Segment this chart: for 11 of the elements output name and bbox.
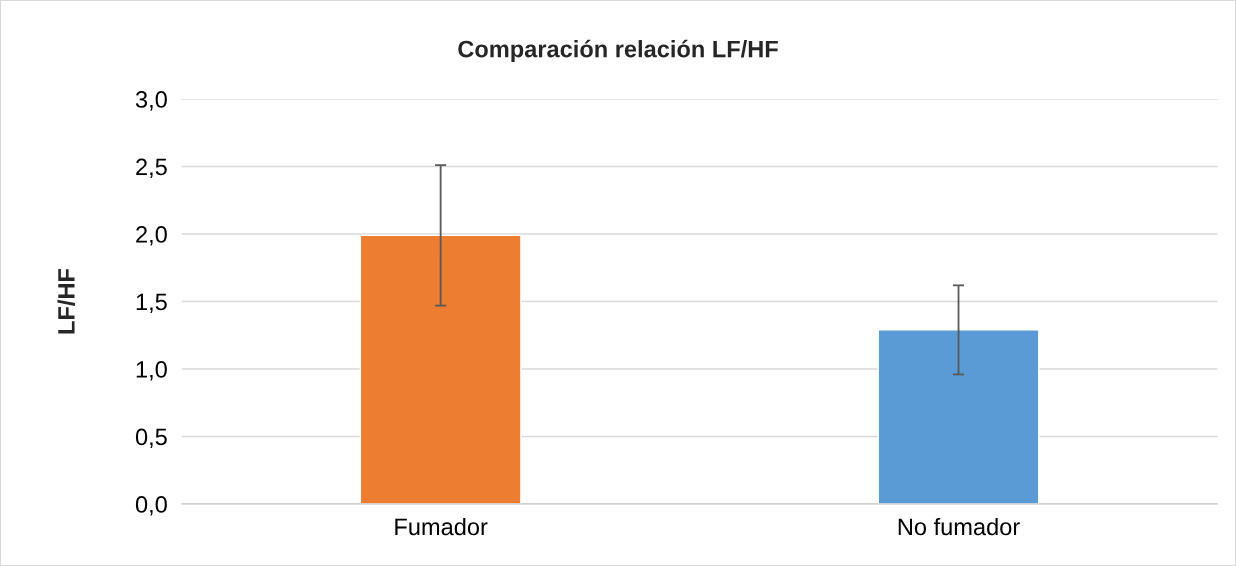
y-tick-label: 0,0 <box>135 496 167 516</box>
y-tick-label: 0,5 <box>135 428 167 449</box>
y-axis-title: LF/HF <box>57 268 75 334</box>
y-tick-label: 1,5 <box>136 293 167 314</box>
y-tick-label: 2,0 <box>136 226 167 246</box>
chart-title: Comparación relación LF/HF <box>458 39 778 63</box>
y-tick-label: 3,0 <box>135 91 167 111</box>
x-tick-label: No fumador <box>898 517 1020 536</box>
y-tick-label: 2,5 <box>136 158 167 179</box>
y-tick-label: 1,0 <box>136 361 167 381</box>
x-tick-label: Fumador <box>395 517 488 536</box>
